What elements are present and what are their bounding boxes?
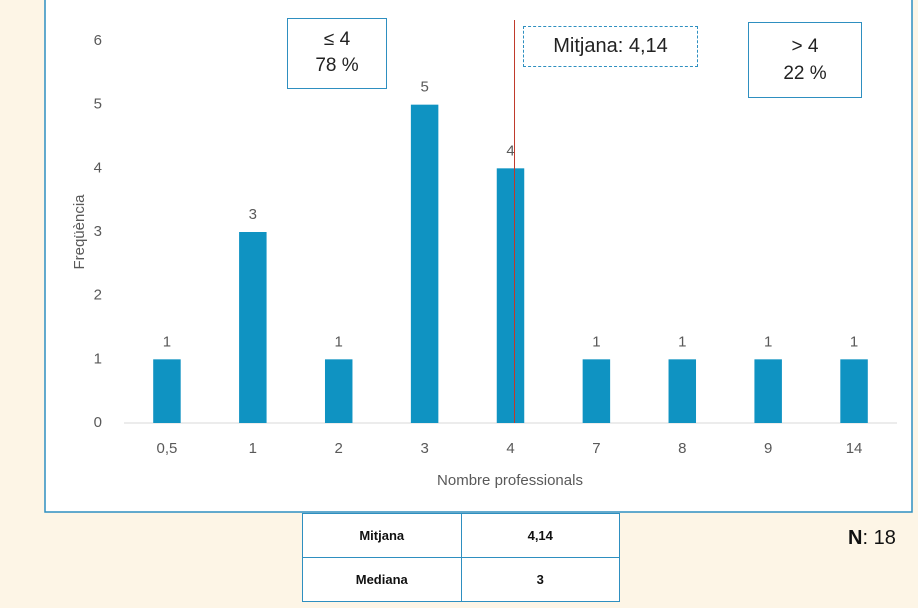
annotation-box: ≤ 4 78 %	[287, 18, 387, 89]
n-label: N	[848, 527, 863, 549]
bar	[840, 359, 868, 423]
bar	[668, 359, 697, 423]
bar	[496, 168, 525, 423]
data-label: 5	[420, 79, 428, 96]
y-tick-label: 6	[94, 32, 102, 49]
table-cell: Mediana	[302, 557, 462, 602]
y-tick-label: 4	[94, 159, 102, 176]
bar	[410, 104, 439, 424]
x-axis-label: Nombre professionals	[437, 472, 583, 489]
y-tick-label: 0	[94, 414, 102, 431]
data-label: 1	[850, 333, 858, 350]
y-tick-label: 1	[94, 350, 102, 367]
table-row: Mitjana 4,14	[302, 513, 620, 558]
data-label: 1	[764, 333, 772, 350]
y-tick-label: 2	[94, 287, 102, 304]
x-tick-label: 14	[846, 440, 863, 457]
y-tick-label: 3	[94, 223, 102, 240]
bar	[754, 359, 782, 423]
x-tick-label: 8	[678, 440, 686, 457]
annotation: > 4	[791, 36, 819, 57]
annotation-box: > 4 22 %	[748, 22, 862, 98]
data-label: 1	[335, 333, 343, 350]
x-tick-label: 7	[592, 440, 600, 457]
data-label: 1	[163, 333, 171, 350]
data-label: 4	[506, 142, 514, 159]
x-tick-label: 2	[335, 440, 343, 457]
bar	[582, 359, 611, 423]
bar	[324, 359, 353, 423]
bar	[239, 232, 267, 423]
data-label: 1	[678, 333, 686, 350]
x-tick-label: 1	[249, 440, 257, 457]
n-count: N: 18	[848, 527, 896, 550]
table-cell: 4,14	[460, 513, 620, 558]
x-tick-label: 0,5	[157, 440, 178, 457]
annotation: 78 %	[315, 55, 359, 76]
table-cell: 3	[460, 557, 620, 602]
y-axis-label: Freqüència	[71, 194, 88, 270]
table-row: Mediana 3	[302, 557, 620, 602]
data-label: 1	[592, 333, 600, 350]
x-tick-label: 9	[764, 440, 772, 457]
table-cell: Mitjana	[302, 513, 462, 558]
y-tick-label: 5	[94, 96, 102, 113]
x-tick-label: 3	[420, 440, 428, 457]
annotation: Mitjana: 4,14	[553, 35, 668, 57]
x-tick-label: 4	[506, 440, 514, 457]
annotation: 22 %	[783, 63, 827, 84]
bar	[153, 359, 181, 423]
summary-table: Mitjana 4,14 Mediana 3	[302, 513, 620, 602]
annotation-box: Mitjana: 4,14	[523, 26, 698, 67]
annotation: ≤ 4	[323, 29, 351, 50]
data-label: 3	[249, 206, 257, 223]
n-value: : 18	[862, 527, 896, 549]
